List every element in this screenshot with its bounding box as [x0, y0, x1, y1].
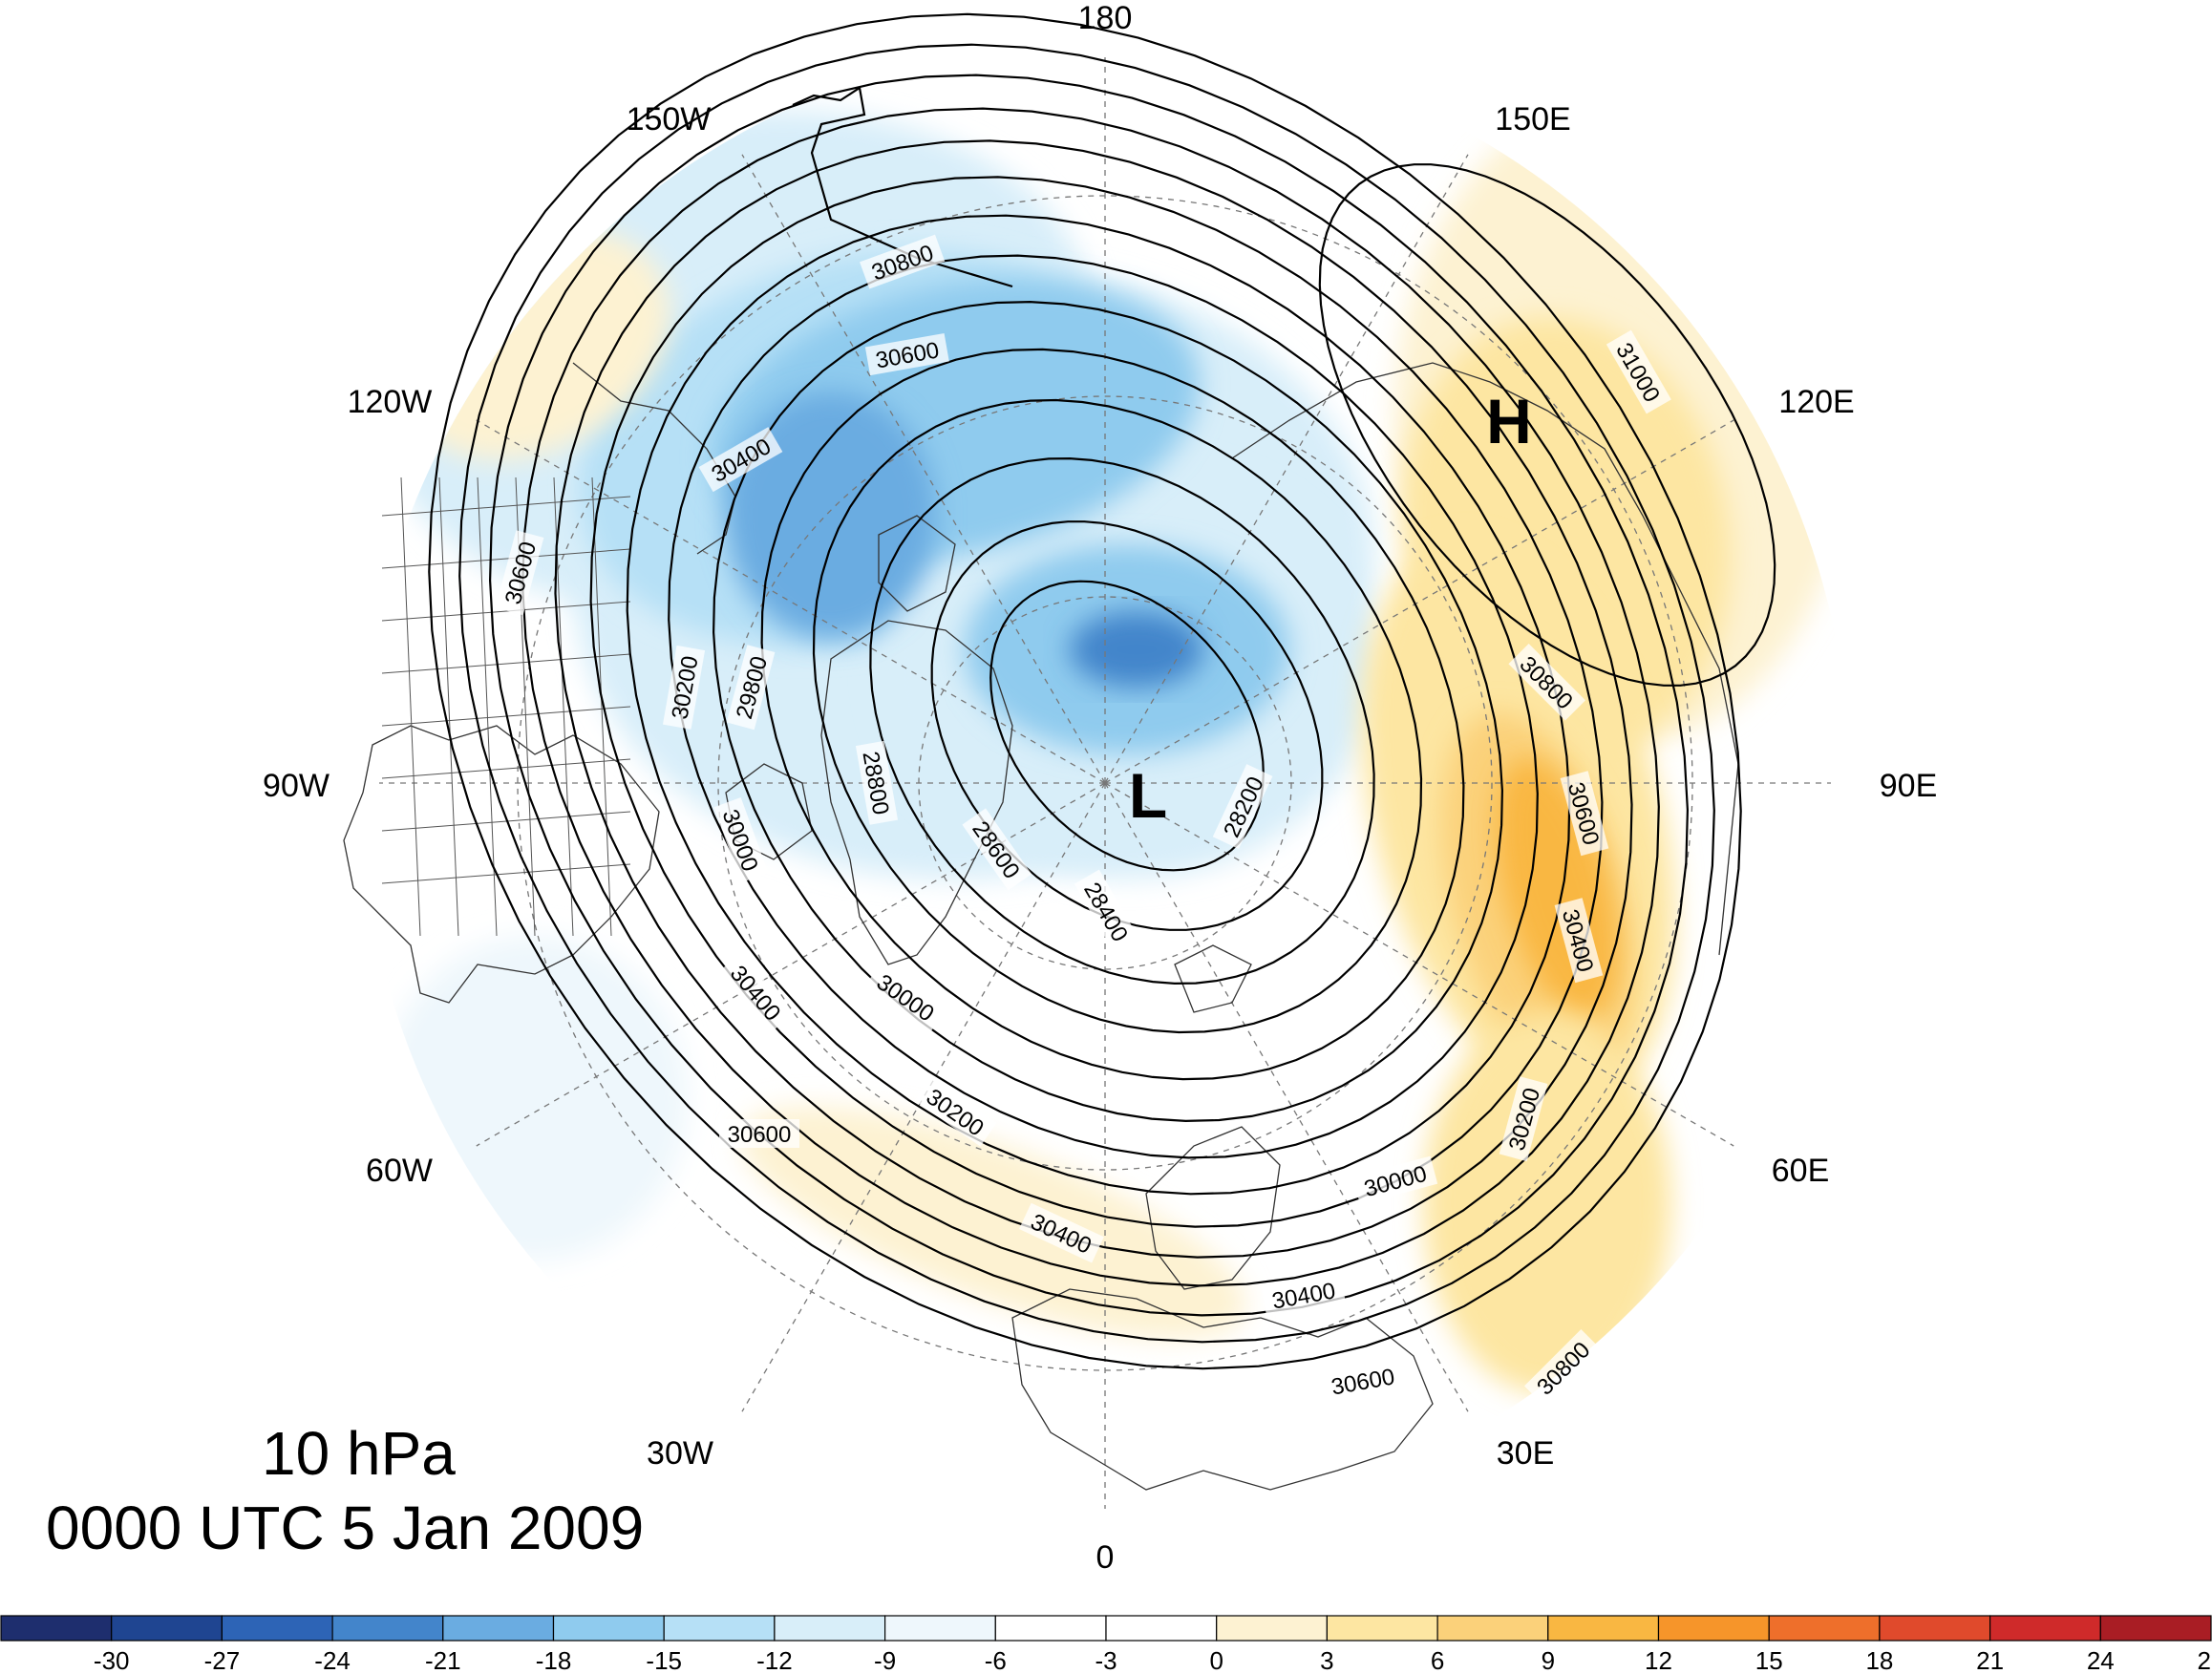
lon-label-60w: 60W — [366, 1153, 433, 1189]
colorbar-tick-label: 6 — [1431, 1646, 1444, 1674]
lon-label-0: 0 — [1096, 1539, 1115, 1576]
height-contour-11 — [521, 107, 1660, 1287]
warm-anomaly-siberia-south — [1423, 1012, 1671, 1394]
colorbar-tick-label: -21 — [425, 1646, 461, 1674]
colorbar-tick-label: -27 — [204, 1646, 241, 1674]
colorbar-swatch — [111, 1615, 223, 1642]
colorbar-swatch — [774, 1615, 886, 1642]
greenland-coast — [820, 620, 1013, 965]
pressure-level-title: 10 hPa — [262, 1419, 456, 1488]
colorbar: -30 -27 -24 -21 -18 -15 -12 -9 -6 -3 0 3 6 9 12 15 18 21 2… — [0, 1615, 2212, 1674]
lon-label-30e: 30E — [1497, 1435, 1555, 1472]
colorbar-swatch — [1216, 1615, 1328, 1642]
colorbar-tick-label: 3 — [1320, 1646, 1333, 1674]
us-state-borders — [381, 477, 631, 937]
canadian-archipelago-coast — [878, 515, 956, 612]
colorbar-swatch — [1547, 1615, 1660, 1642]
contour-label-text: 28400 — [1078, 879, 1133, 946]
contour-label-text: 30600 — [728, 1122, 792, 1148]
contour-label: 30000 — [864, 962, 947, 1032]
contour-label-text: 30000 — [872, 969, 939, 1027]
height-contour-8 — [626, 214, 1571, 1196]
colorbar-tick-label: 12 — [1645, 1646, 1672, 1674]
height-contour-14 — [428, 12, 1742, 1370]
temperature-anomaly-shading — [375, 95, 1850, 1394]
valid-time-title: 0000 UTC 5 Jan 2009 — [46, 1494, 645, 1562]
lat-lon-graticule — [379, 57, 1831, 1509]
lon-label-90w: 90W — [263, 768, 330, 804]
height-contour-10 — [554, 139, 1633, 1259]
contour-label-text: 30600 — [1329, 1364, 1396, 1400]
colorbar-swatch — [221, 1615, 333, 1642]
colorbar-tick-label: -18 — [536, 1646, 572, 1674]
contour-label: 30600 — [719, 1119, 799, 1148]
colorbar-swatch — [0, 1615, 113, 1642]
alaska-coast — [572, 362, 736, 555]
contour-label: 30600 — [1320, 1359, 1405, 1403]
height-contour-13 — [458, 43, 1715, 1344]
contour-30800-northpacific — [792, 86, 1013, 288]
colorbar-tick-label: 15 — [1755, 1646, 1783, 1674]
cold-anomaly-strong — [726, 392, 936, 640]
contour-label: 30400 — [719, 952, 794, 1033]
colorbar-tick-label: -3 — [1095, 1646, 1117, 1674]
colorbar-swatch — [2099, 1615, 2212, 1642]
colorbar-tick-label: -6 — [985, 1646, 1007, 1674]
longitude-labels: 180 150E 120E 90E 60E 30E 0 30W 60W 90W … — [263, 0, 1937, 1576]
colorbar-swatch — [1436, 1615, 1549, 1642]
colorbar-swatch — [1657, 1615, 1770, 1642]
lon-label-120w: 120W — [348, 384, 433, 420]
colorbar-swatch — [1326, 1615, 1438, 1642]
lon-label-60e: 60E — [1772, 1153, 1830, 1189]
lon-label-180: 180 — [1078, 0, 1133, 36]
colorbar-swatch — [442, 1615, 555, 1642]
colorbar-tick-label: -24 — [314, 1646, 351, 1674]
latitude-circle-2 — [717, 395, 1493, 1171]
warm-anomaly-atlantic — [740, 1106, 1246, 1339]
colorbar-tick-label: -9 — [874, 1646, 896, 1674]
colorbar-tick-label: 0 — [1209, 1646, 1223, 1674]
colorbar-tick-label: -12 — [756, 1646, 793, 1674]
height-contour-7 — [668, 254, 1539, 1159]
lon-label-120e: 120E — [1778, 384, 1854, 420]
contour-label: 28400 — [1074, 869, 1139, 954]
lon-label-150e: 150E — [1495, 101, 1570, 138]
colorbar-swatch — [663, 1615, 776, 1642]
colorbar-tick-label: 21 — [1976, 1646, 2004, 1674]
height-contour-5 — [760, 348, 1465, 1081]
high-contour-31000 — [1318, 163, 1776, 687]
colorbar-swatch — [994, 1615, 1107, 1642]
height-contour-12 — [488, 74, 1690, 1317]
height-contour-3 — [869, 456, 1375, 985]
colorbar-swatch — [331, 1615, 444, 1642]
colorbar-tick-label: 24 — [2087, 1646, 2115, 1674]
contour-label-text: 30400 — [1270, 1278, 1337, 1314]
colorbar-swatch — [1989, 1615, 2101, 1642]
low-pressure-center: L — [1129, 760, 1167, 831]
lon-label-30w: 30W — [647, 1435, 713, 1472]
europe-coast — [1011, 1288, 1434, 1491]
height-contour-4 — [812, 398, 1423, 1034]
colorbar-swatch — [1879, 1615, 1991, 1642]
colorbar-tick-label: -30 — [94, 1646, 130, 1674]
colorbar-tick-label: 9 — [1542, 1646, 1555, 1674]
lon-label-150w: 150W — [627, 101, 712, 138]
colorbar-swatch — [1105, 1615, 1218, 1642]
colorbar-tick-label: -15 — [646, 1646, 682, 1674]
colorbar-tick-label: 18 — [1865, 1646, 1893, 1674]
lon-label-90e: 90E — [1880, 768, 1938, 804]
cold-anomaly-peak — [1070, 611, 1203, 688]
colorbar-swatch — [883, 1615, 996, 1642]
scandinavia-coast — [1145, 1126, 1281, 1290]
colorbar-swatch — [552, 1615, 665, 1642]
high-pressure-center: H — [1486, 386, 1532, 456]
colorbar-tick-label: 27 — [2198, 1646, 2212, 1674]
arctic-islands-coast — [1174, 944, 1252, 1013]
colorbar-swatch — [1768, 1615, 1881, 1642]
height-contour-6 — [712, 300, 1504, 1123]
